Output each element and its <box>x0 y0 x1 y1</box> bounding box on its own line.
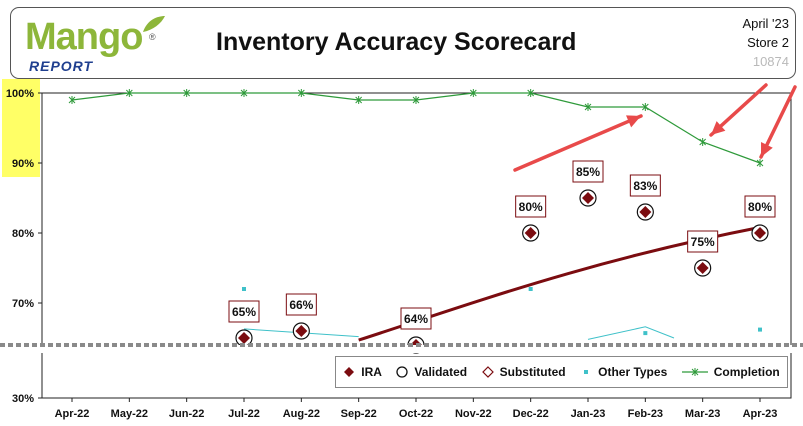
ira-point <box>639 206 652 218</box>
x-tick-label: Jul-22 <box>228 408 260 420</box>
legend-label-validated: Validated <box>414 365 468 379</box>
data-label: 75% <box>691 235 715 249</box>
ira-point <box>238 332 250 344</box>
ira-point <box>524 227 537 239</box>
data-label-box <box>515 195 547 218</box>
legend-label-other-types: Other Types <box>598 365 668 379</box>
leaf-icon <box>143 16 165 32</box>
other-types-point <box>242 287 246 291</box>
y-tick-label: 80% <box>12 228 34 240</box>
completion-point <box>641 103 649 111</box>
x-tick-label: Oct-22 <box>399 408 433 420</box>
axis-break <box>0 343 803 353</box>
ira-point <box>295 325 308 337</box>
data-label: 65% <box>232 305 256 319</box>
legend-label-ira: IRA <box>361 365 382 379</box>
legend-item-substituted: Substituted <box>481 365 566 379</box>
logo-mango-text: Mango <box>25 16 143 58</box>
report-header: Mango ® REPORT Inventory Accuracy Scorec… <box>10 7 796 79</box>
data-label: 66% <box>289 298 313 312</box>
legend-open-diamond-icon <box>481 366 494 378</box>
data-label: 80% <box>748 200 772 214</box>
data-label-box <box>228 300 260 323</box>
data-label-box <box>744 195 776 218</box>
completion-point <box>355 96 363 104</box>
completion-point <box>469 89 477 97</box>
y-axis-highlight <box>2 79 40 177</box>
completion-point <box>125 89 133 97</box>
other-types-point <box>528 287 533 291</box>
x-tick-label: Apr-23 <box>743 408 778 420</box>
x-tick-label: Jun-22 <box>169 408 204 420</box>
other-types-line <box>587 326 675 340</box>
ira-point <box>582 192 594 204</box>
legend-label-completion: Completion <box>713 365 780 379</box>
report-info: April '23 Store 2 10874 <box>742 14 789 71</box>
chart-data-labels: 65% 66% 64% 80% 85% 83% 75% 80% <box>228 160 776 330</box>
legend-star-line-icon <box>681 368 708 376</box>
axis-break-band <box>0 345 803 353</box>
completion-point <box>183 89 191 97</box>
chart-series <box>68 89 769 354</box>
legend-label-substituted: Substituted <box>499 365 566 379</box>
data-label-box <box>687 230 719 253</box>
report-period: April '23 <box>742 16 789 31</box>
x-tick-label: Dec-22 <box>513 408 549 420</box>
completion-point <box>240 89 248 97</box>
ira-point <box>696 262 709 274</box>
y-tick-label: 30% <box>12 393 34 405</box>
mango-report-logo: Mango ® REPORT <box>21 14 171 76</box>
y-tick-label: 70% <box>12 298 34 310</box>
data-label-box <box>572 160 604 183</box>
legend-diamond-icon <box>344 367 355 377</box>
completion-point <box>699 138 707 146</box>
x-tick-label: May-22 <box>111 408 148 420</box>
x-tick-label: Nov-22 <box>455 408 492 420</box>
other-types-point <box>758 327 762 332</box>
legend-item-ira: IRA <box>343 365 382 379</box>
data-label: 80% <box>519 200 543 214</box>
x-tick-label: Sep-22 <box>341 408 377 420</box>
legend-circle-icon <box>396 366 409 378</box>
annotation-arrow <box>513 114 643 172</box>
x-tick-label: Apr-22 <box>55 408 90 420</box>
data-label-box <box>285 293 317 316</box>
y-tick-label: 90% <box>12 158 34 170</box>
legend-item-validated: Validated <box>396 365 467 379</box>
logo-report-text: REPORT <box>29 58 94 74</box>
x-tick-label: Aug-22 <box>283 408 320 420</box>
store-name: Store 2 <box>747 35 789 50</box>
chart-axes: 100% 90% 80% 70% 30% Apr-22 May-22 Jun-22 Jul-22… <box>6 88 792 420</box>
data-label: 64% <box>404 312 428 326</box>
ira-point <box>754 227 766 239</box>
legend-square-icon <box>584 370 589 374</box>
annotation-arrow <box>759 85 797 159</box>
completion-point <box>527 89 535 97</box>
other-types-point <box>643 331 648 336</box>
completion-point <box>756 159 764 167</box>
completion-point <box>412 96 420 104</box>
chart-legend: IRA Validated Substituted Other Types Co… <box>335 356 788 388</box>
x-tick-label: Mar-23 <box>685 408 720 420</box>
x-tick-label: Feb-23 <box>628 408 663 420</box>
completion-point <box>584 103 592 111</box>
data-label: 85% <box>576 165 600 179</box>
page-title: Inventory Accuracy Scorecard <box>216 28 577 56</box>
store-code: 10874 <box>752 54 789 69</box>
legend-item-other-types: Other Types <box>580 365 667 379</box>
y-tick-label: 100% <box>6 88 34 100</box>
data-label: 83% <box>633 179 657 193</box>
logo-registered-mark: ® <box>149 32 156 42</box>
data-label-box <box>400 307 432 330</box>
legend-item-completion: Completion <box>681 365 780 379</box>
annotation-arrows <box>513 83 797 172</box>
completion-point <box>68 96 76 104</box>
annotation-arrow <box>709 83 768 137</box>
x-tick-label: Jan-23 <box>571 408 606 420</box>
data-label-box <box>629 174 661 197</box>
completion-point <box>297 89 305 97</box>
